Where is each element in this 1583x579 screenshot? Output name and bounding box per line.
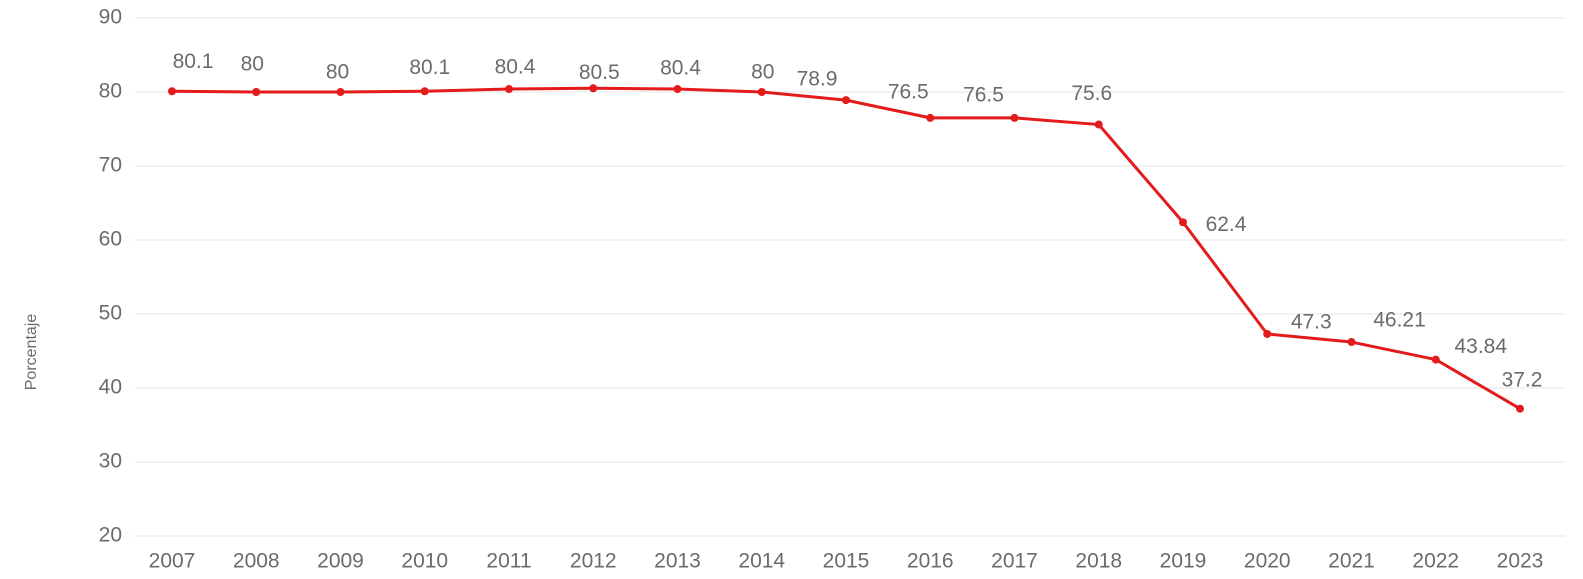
data-point (420, 87, 429, 96)
x-tick-label: 2016 (907, 550, 954, 573)
data-point (1263, 329, 1272, 338)
y-tick-label: 90 (99, 6, 122, 29)
x-tick-label: 2017 (991, 550, 1038, 573)
x-tick-label: 2015 (823, 550, 870, 573)
data-point (1094, 120, 1103, 129)
data-point (252, 88, 261, 96)
y-tick-label: 40 (99, 376, 122, 399)
data-label: 78.9 (797, 68, 838, 91)
data-point (757, 88, 766, 96)
x-tick-label: 2019 (1160, 550, 1207, 573)
data-point (1347, 338, 1356, 347)
x-tick-label: 2021 (1328, 550, 1375, 573)
x-tick-label: 2014 (738, 550, 785, 573)
x-tick-label: 2020 (1244, 550, 1291, 573)
y-tick-label: 60 (99, 228, 122, 251)
x-tick-label: 2010 (401, 550, 448, 573)
y-axis-label: Porcentaje (23, 314, 40, 391)
data-point (1010, 113, 1019, 122)
data-label: 62.4 (1206, 213, 1247, 236)
data-label: 80 (326, 61, 349, 84)
x-tick-label: 2012 (570, 550, 617, 573)
data-label: 43.84 (1454, 335, 1507, 358)
data-label: 76.5 (963, 83, 1004, 106)
data-label: 75.6 (1071, 82, 1112, 105)
data-label: 47.3 (1291, 311, 1332, 334)
y-tick-label: 20 (99, 524, 122, 547)
data-label: 46.21 (1373, 309, 1426, 332)
x-tick-label: 2013 (654, 550, 701, 573)
x-tick-label: 2018 (1075, 550, 1122, 573)
y-tick-label: 30 (99, 450, 122, 473)
data-label: 80 (241, 53, 264, 76)
y-tick-label: 70 (99, 154, 122, 177)
data-label: 80 (751, 61, 774, 84)
x-tick-label: 2009 (317, 550, 364, 573)
data-point (336, 88, 345, 96)
data-point (926, 113, 935, 122)
data-label: 80.4 (495, 56, 536, 79)
data-label: 80.1 (409, 56, 450, 79)
data-point (673, 85, 682, 94)
data-label: 80.1 (173, 50, 214, 73)
x-tick-label: 2023 (1497, 550, 1544, 573)
data-point (589, 84, 598, 93)
data-point (1431, 355, 1440, 364)
data-point (1516, 404, 1524, 413)
data-label: 80.5 (579, 61, 620, 84)
y-tick-label: 80 (99, 80, 122, 103)
y-tick-label: 50 (99, 302, 122, 325)
x-tick-label: 2008 (233, 550, 280, 573)
data-point (842, 96, 850, 105)
data-label: 80.4 (660, 57, 701, 80)
data-label: 37.2 (1502, 368, 1543, 391)
data-point (505, 85, 513, 94)
data-line (171, 86, 1521, 411)
data-point (168, 87, 176, 96)
x-tick-label: 2011 (486, 550, 531, 573)
data-label: 76.5 (888, 80, 929, 103)
data-point (1179, 218, 1187, 227)
x-tick-label: 2007 (149, 550, 196, 573)
x-tick-label: 2022 (1412, 550, 1459, 573)
